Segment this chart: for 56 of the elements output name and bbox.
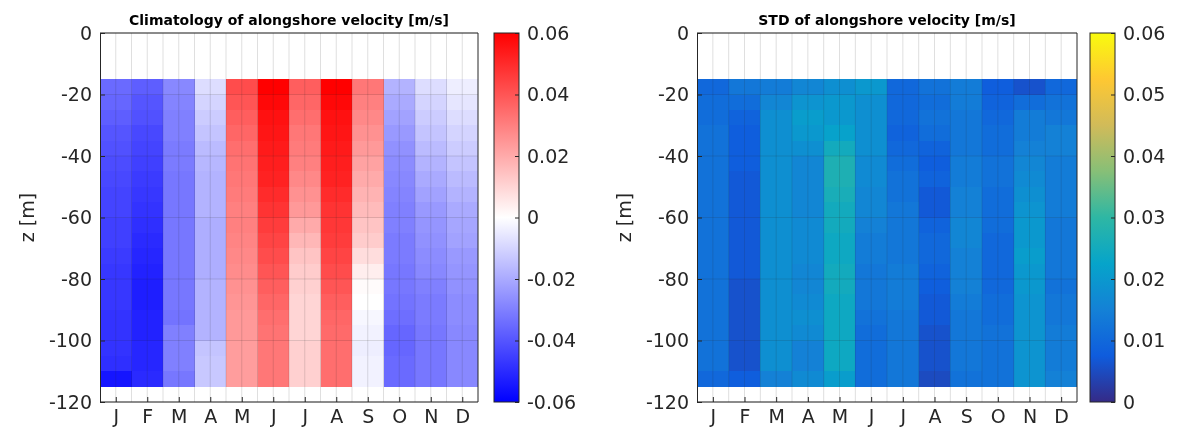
y-tick-label: -80	[60, 267, 92, 290]
y-tick-label: -80	[657, 267, 689, 290]
x-tick-label: O	[990, 405, 1006, 428]
x-tick-label: D	[455, 405, 471, 428]
x-tick-label: M	[768, 405, 785, 428]
x-tick-label: O	[392, 405, 408, 428]
color-bar-label: 0	[1123, 390, 1136, 413]
y-tick-label: -100	[48, 329, 92, 352]
x-tick-label: D	[1054, 405, 1069, 428]
x-tick-label: A	[330, 405, 344, 428]
x-tick-label: M	[171, 405, 188, 428]
color-bar-label: 0.02	[527, 144, 570, 167]
color-bar-label: -0.04	[527, 329, 577, 352]
color-bar-label: 0.05	[1123, 83, 1166, 106]
color-bar-label: -0.02	[527, 267, 577, 290]
color-bar-label: -0.06	[527, 390, 577, 413]
y-tick-label: 0	[676, 21, 689, 44]
y-tick-label: -20	[60, 83, 92, 106]
x-tick-label: J	[899, 405, 907, 428]
color-bar-label: 0.06	[527, 21, 570, 44]
color-bar-label: 0.01	[1123, 329, 1166, 352]
x-tick-label: J	[112, 405, 120, 428]
x-tick-label: J	[709, 405, 717, 428]
x-tick-label: A	[928, 405, 942, 428]
color-bar-label: 0.04	[1123, 144, 1166, 167]
x-tick-label: N	[424, 405, 439, 428]
color-bar-label: 0.03	[1123, 206, 1166, 229]
chart-title: STD of alongshore velocity [m/s]	[758, 12, 1016, 28]
y-tick-label: -40	[657, 144, 689, 167]
x-tick-label: A	[204, 405, 218, 428]
color-bar-label: 0.02	[1123, 267, 1166, 290]
x-tick-label: J	[269, 405, 277, 428]
x-tick-label: M	[831, 405, 849, 428]
y-tick-label: -120	[645, 390, 689, 413]
x-tick-label: S	[960, 405, 973, 428]
x-tick-label: S	[362, 405, 375, 428]
color-bar-label: 0	[527, 206, 540, 229]
y-axis-title: z [m]	[16, 192, 38, 243]
y-tick-label: -60	[657, 206, 689, 229]
x-tick-label: F	[739, 405, 751, 428]
x-tick-label: F	[142, 405, 154, 428]
chart-title: Climatology of alongshore velocity [m/s]	[129, 12, 449, 28]
y-tick-label: -100	[645, 329, 689, 352]
y-tick-label: -120	[48, 390, 92, 413]
x-tick-label: J	[867, 405, 875, 428]
color-bar-label: 0.04	[527, 83, 570, 106]
color-bar-label: 0.06	[1123, 21, 1166, 44]
x-tick-label: M	[234, 405, 251, 428]
y-tick-label: -40	[60, 144, 92, 167]
x-tick-label: A	[801, 405, 815, 428]
y-tick-label: -60	[60, 206, 92, 229]
y-tick-label: -20	[657, 83, 689, 106]
y-axis-title: z [m]	[613, 192, 635, 243]
x-tick-label: J	[301, 405, 309, 428]
y-tick-label: 0	[79, 21, 92, 44]
x-tick-label: N	[1022, 405, 1038, 428]
